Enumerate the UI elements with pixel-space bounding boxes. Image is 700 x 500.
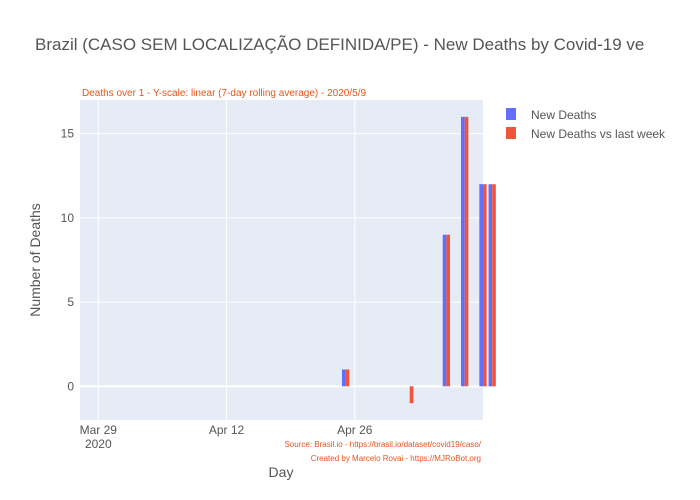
bar-new-deaths-vs-last-week[interactable] xyxy=(492,184,496,387)
legend-swatch-new-deaths xyxy=(506,108,516,120)
legend-label-vs-last-week: New Deaths vs last week xyxy=(531,127,666,141)
credit-annotation: Created by Marcelo Rovai - https://MJRoB… xyxy=(311,454,481,463)
x-tick-label: Mar 29 xyxy=(80,423,118,437)
bar-new-deaths[interactable] xyxy=(479,184,483,387)
chart-title: Brazil (CASO SEM LOCALIZAÇÃO DEFINIDA/PE… xyxy=(35,35,644,54)
legend-item-new-deaths[interactable]: New Deaths xyxy=(506,108,596,122)
y-tick-label: 10 xyxy=(61,211,75,225)
y-axis-ticks: 0 5 10 15 xyxy=(61,127,75,394)
bar-new-deaths[interactable] xyxy=(341,369,346,387)
x-tick-year-label: 2020 xyxy=(85,437,112,451)
bar-new-deaths-vs-last-week[interactable] xyxy=(345,369,350,387)
source-annotation: Source: Brasil.io - https://brasil.io/da… xyxy=(284,440,481,449)
grid-lines xyxy=(80,100,483,420)
x-tick-label: Apr 12 xyxy=(209,423,245,437)
y-axis-label: Number of Deaths xyxy=(27,203,43,317)
plot-area xyxy=(80,100,483,420)
bar-new-deaths-vs-last-week[interactable] xyxy=(446,234,451,387)
y-tick-label: 5 xyxy=(67,295,74,309)
legend-label-new-deaths: New Deaths xyxy=(531,108,596,122)
y-tick-label: 15 xyxy=(61,127,75,141)
chart-subtitle: Deaths over 1 - Y-scale: linear (7-day r… xyxy=(82,88,366,99)
x-tick-label: Apr 26 xyxy=(337,423,373,437)
y-tick-label: 0 xyxy=(67,379,74,393)
legend-item-vs-last-week[interactable]: New Deaths vs last week xyxy=(506,127,666,141)
bars xyxy=(341,116,496,404)
bar-new-deaths-vs-last-week[interactable] xyxy=(483,184,487,387)
bar-new-deaths-vs-last-week[interactable] xyxy=(409,386,414,404)
legend-swatch-vs-last-week xyxy=(506,127,516,139)
x-axis-label: Day xyxy=(269,464,294,480)
bar-new-deaths[interactable] xyxy=(488,184,493,387)
bar-new-deaths-vs-last-week[interactable] xyxy=(464,116,469,387)
bar-new-deaths[interactable] xyxy=(461,116,465,387)
legend[interactable]: New Deaths New Deaths vs last week xyxy=(506,108,666,141)
bar-new-deaths[interactable] xyxy=(442,234,447,387)
